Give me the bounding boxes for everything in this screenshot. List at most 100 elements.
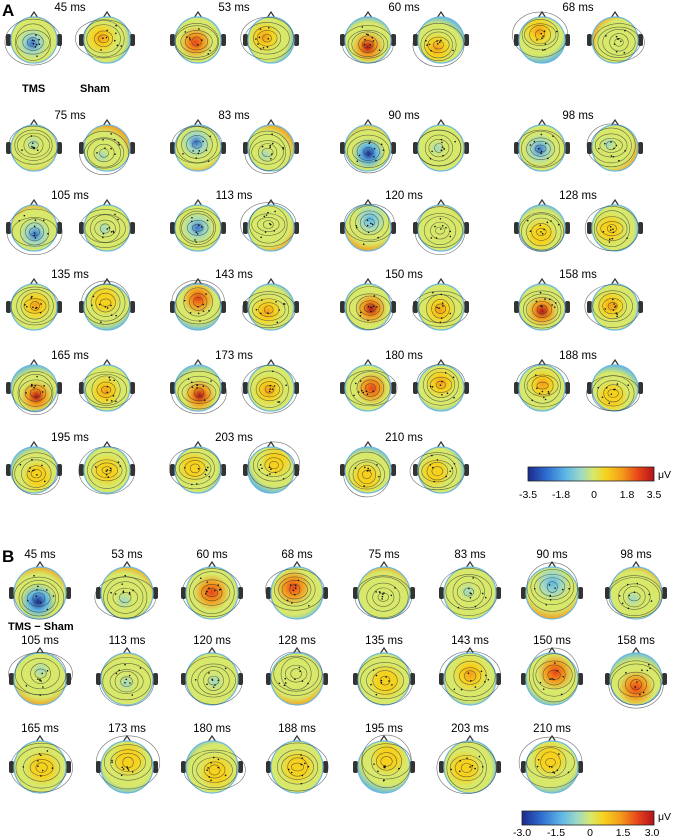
electrode-dot [445,226,447,229]
sham-topomap [413,198,469,255]
electrode-dot [612,298,614,301]
ear-icon [294,382,299,394]
electrode-dot [474,686,477,688]
electrode-dot [126,767,129,770]
ear-icon [243,222,248,234]
ear-icon [323,673,328,685]
ear-icon [57,301,62,313]
contour-line [13,576,65,620]
electrode-dot [626,237,628,239]
electrode-dot [293,593,296,596]
electrode-dot [558,753,560,755]
electrode-dot [535,300,538,303]
electrode-dot [474,767,476,770]
nose-icon [436,440,446,449]
contour-line [599,138,623,153]
contour-line [171,371,227,415]
contour-line [169,447,222,490]
ear-icon [170,34,175,46]
electrode-dot [380,682,383,684]
electrode-dot [105,473,108,476]
ear-icon [391,464,396,476]
contour-line [11,217,58,247]
electrode-dot [460,688,463,691]
electrode-dot [627,607,630,610]
contour-line [445,574,493,610]
time-label: 143 ms [215,269,253,281]
contour-line [521,130,561,167]
electrode-dot [111,761,113,764]
contour-line [372,670,398,691]
electrode-dot [33,234,36,237]
electrode-dot [554,662,556,664]
nose-icon [363,358,373,367]
electrode-dot [106,228,109,230]
contour-line [281,754,314,780]
electrode-dot [540,150,543,153]
electrode-dot [34,219,37,221]
electrode-dot [449,230,452,233]
electrode-dot [105,470,108,472]
electrode-dot [278,682,281,685]
contour-line [540,751,561,774]
electrode-dot [104,147,106,149]
electrode-dot [37,585,39,588]
contour-line [201,584,223,602]
electrode-dot [184,31,187,33]
electrode-dot [92,295,95,298]
electrode-dot [556,769,559,772]
electrode-dot [224,667,227,670]
electrode-dot [431,150,433,153]
contour-line [114,670,139,693]
electrode-dot [131,694,134,696]
contour-line [343,129,393,174]
contour-line [176,126,218,164]
tms-topomap [514,277,570,331]
contour-line [178,457,212,480]
electrode-dot [366,33,368,36]
electrode-dot [438,307,440,309]
electrode-dot [436,306,438,309]
contour-line [291,762,305,772]
electrode-dot [127,769,130,771]
electrode-dot [271,142,274,145]
time-label: 150 ms [385,269,423,281]
electrode-dot [196,384,199,387]
electrode-dot [300,782,303,785]
contour-line [30,301,40,311]
electrode-dot [633,591,636,593]
contour-line [521,213,562,251]
electrode-dot [33,232,36,234]
electrode-dot [357,391,360,393]
electrode-dot [441,141,443,144]
electrode-dot [262,46,265,49]
contour-line [253,448,295,482]
electrode-dot [113,379,115,382]
electrode-dot [41,464,43,467]
electrode-dot [466,757,468,760]
ear-icon [6,301,11,313]
contour-line [280,657,312,691]
contour-line [94,30,114,47]
time-label: 173 ms [215,350,253,362]
tms-topomap [170,10,226,64]
contour-line [95,292,116,313]
contour-line [607,388,619,398]
ear-icon [565,222,570,234]
electrode-dot [478,755,481,758]
electrode-dot [35,43,38,46]
contour-line [262,34,272,43]
electrode-dot [529,144,532,146]
electrode-dot [131,771,134,773]
electrode-dot [115,672,118,675]
electrode-dot [113,138,116,141]
electrode-dot [117,141,120,144]
electrode-dot [615,35,618,38]
contour-line [426,462,449,481]
electrode-dot [183,299,186,302]
electrode-dot [102,139,104,141]
contour-line [274,572,316,607]
electrode-dot [110,304,112,307]
electrode-dot [378,475,380,478]
nose-icon [266,358,276,367]
